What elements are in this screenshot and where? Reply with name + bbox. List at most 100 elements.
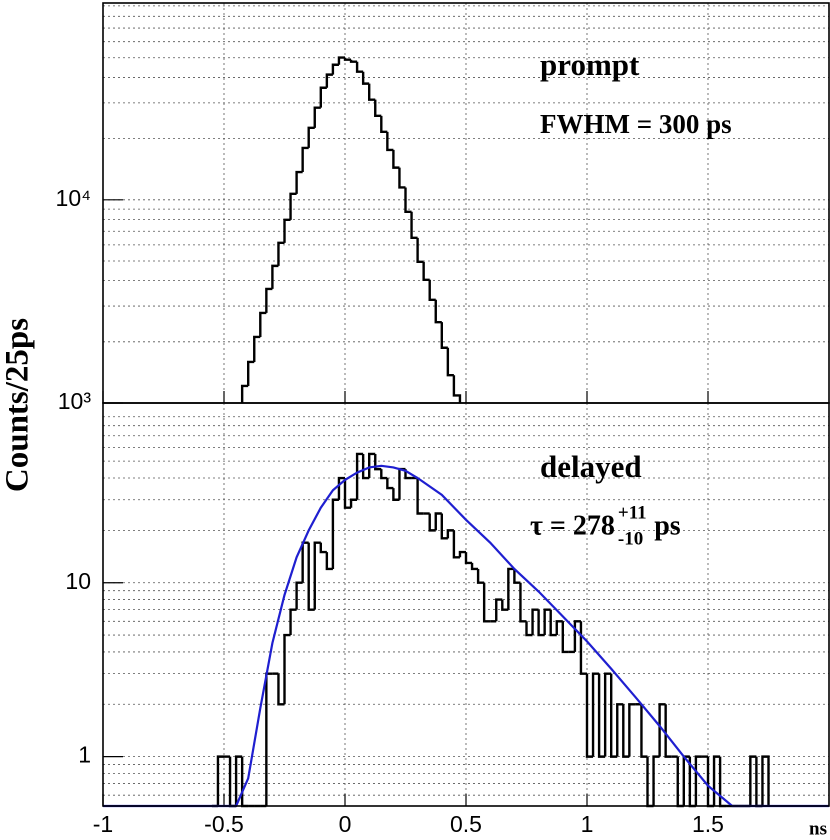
histogram-bin <box>247 360 255 386</box>
histogram-bin <box>386 131 394 152</box>
histogram-bin <box>749 755 757 806</box>
histogram-bin <box>761 755 770 806</box>
histogram-bin <box>380 115 388 134</box>
histogram-bin <box>313 541 321 610</box>
histogram-bin <box>495 598 503 622</box>
annotation: prompt <box>540 47 640 82</box>
histogram-bin <box>240 384 249 403</box>
x-tick-label: 1.5 <box>692 811 724 837</box>
histogram-bin <box>386 478 394 490</box>
histogram-bin <box>234 755 243 806</box>
histogram-bin <box>349 59 358 63</box>
histogram-bin <box>434 299 442 324</box>
histogram-bin <box>549 609 557 637</box>
histogram-bin <box>216 755 224 806</box>
histogram-bin <box>398 167 406 189</box>
histogram-bin <box>337 476 345 500</box>
histogram-bin <box>283 218 291 243</box>
fit-curve <box>103 464 829 808</box>
histogram-bin <box>331 63 339 75</box>
histogram-bin <box>501 599 509 611</box>
histogram-bin <box>507 567 515 610</box>
histogram-bin <box>537 609 545 637</box>
histogram-bin <box>325 73 333 88</box>
histogram-bin <box>343 57 352 61</box>
histogram-bin <box>349 498 358 508</box>
histogram-bin <box>561 621 569 654</box>
histogram-bin <box>295 581 303 610</box>
histogram-bin <box>622 704 630 758</box>
histogram-bin <box>694 755 702 806</box>
histogram-bin <box>476 568 485 584</box>
histogram-bin <box>628 703 636 757</box>
histogram-bin <box>404 187 412 213</box>
histogram-bin <box>434 512 442 531</box>
annotation: FWHM = 300 ps <box>540 109 732 139</box>
histogram-bin <box>295 170 303 194</box>
histogram-bin <box>374 453 382 471</box>
histogram-bin <box>319 86 327 108</box>
histogram-bin <box>265 672 273 806</box>
histogram-bin <box>458 550 466 558</box>
histogram-bin <box>361 453 370 480</box>
histogram-bin <box>579 621 587 675</box>
histogram-bin <box>573 620 581 652</box>
histogram-bin <box>597 673 606 758</box>
histogram-bin <box>289 192 297 220</box>
histogram-bin <box>452 530 460 559</box>
annotation-lower: -10 <box>618 528 643 549</box>
x-tick-label: 0 <box>339 811 352 837</box>
histogram-bin <box>277 241 285 266</box>
histogram-bin <box>283 633 291 705</box>
histogram-bin <box>525 621 533 637</box>
histogram-bin <box>319 542 327 554</box>
histogram-bin <box>416 237 424 264</box>
histogram-bin <box>591 672 600 757</box>
histogram-bin <box>446 347 454 377</box>
histogram-bin <box>380 469 388 480</box>
histogram-bin <box>585 673 594 758</box>
histogram-bin <box>555 620 563 636</box>
histogram-bin <box>374 99 382 118</box>
histogram-bin <box>616 703 624 757</box>
histogram-bin <box>464 552 473 565</box>
histogram-bin <box>361 71 370 85</box>
histogram-bin <box>610 673 618 758</box>
histogram-bin <box>271 264 279 289</box>
histogram-bin <box>253 335 261 362</box>
x-tick-label: 0.5 <box>450 811 482 837</box>
histogram-bin <box>428 279 436 302</box>
histogram-bin <box>355 452 364 500</box>
histogram-bin <box>440 513 448 540</box>
plot-frame <box>102 402 830 807</box>
histogram-bin <box>259 311 267 337</box>
histogram-bin <box>343 478 352 509</box>
histogram-bin <box>640 704 648 758</box>
histogram-bin <box>519 582 527 623</box>
histogram-bin <box>452 375 462 403</box>
y-tick-label: 10³ <box>58 388 92 414</box>
histogram-bin <box>392 488 400 501</box>
annotation-unit: ps <box>654 510 681 541</box>
histogram-bin <box>652 755 660 806</box>
x-axis-label: ns <box>809 818 827 839</box>
histogram-bin <box>531 608 539 636</box>
histogram-bin <box>368 83 376 101</box>
annotation: τ = 278 <box>530 510 615 541</box>
histogram-bin <box>470 562 479 571</box>
annotation-upper: +11 <box>618 502 647 523</box>
histogram-bin <box>337 56 345 65</box>
histogram-bin <box>440 322 448 349</box>
histogram-bin <box>331 498 339 569</box>
histogram-bin <box>355 61 364 73</box>
y-tick-label: 10 <box>65 568 91 594</box>
y-tick-label: 1 <box>78 742 91 768</box>
histogram-bin <box>482 582 491 623</box>
histogram-bin <box>513 568 521 584</box>
histogram-bin <box>277 673 285 706</box>
histogram-bin <box>313 106 321 128</box>
histogram-bin <box>664 704 672 758</box>
annotation: delayed <box>540 449 642 484</box>
histogram-bin <box>658 703 666 757</box>
x-tick-label: -1 <box>93 811 113 837</box>
